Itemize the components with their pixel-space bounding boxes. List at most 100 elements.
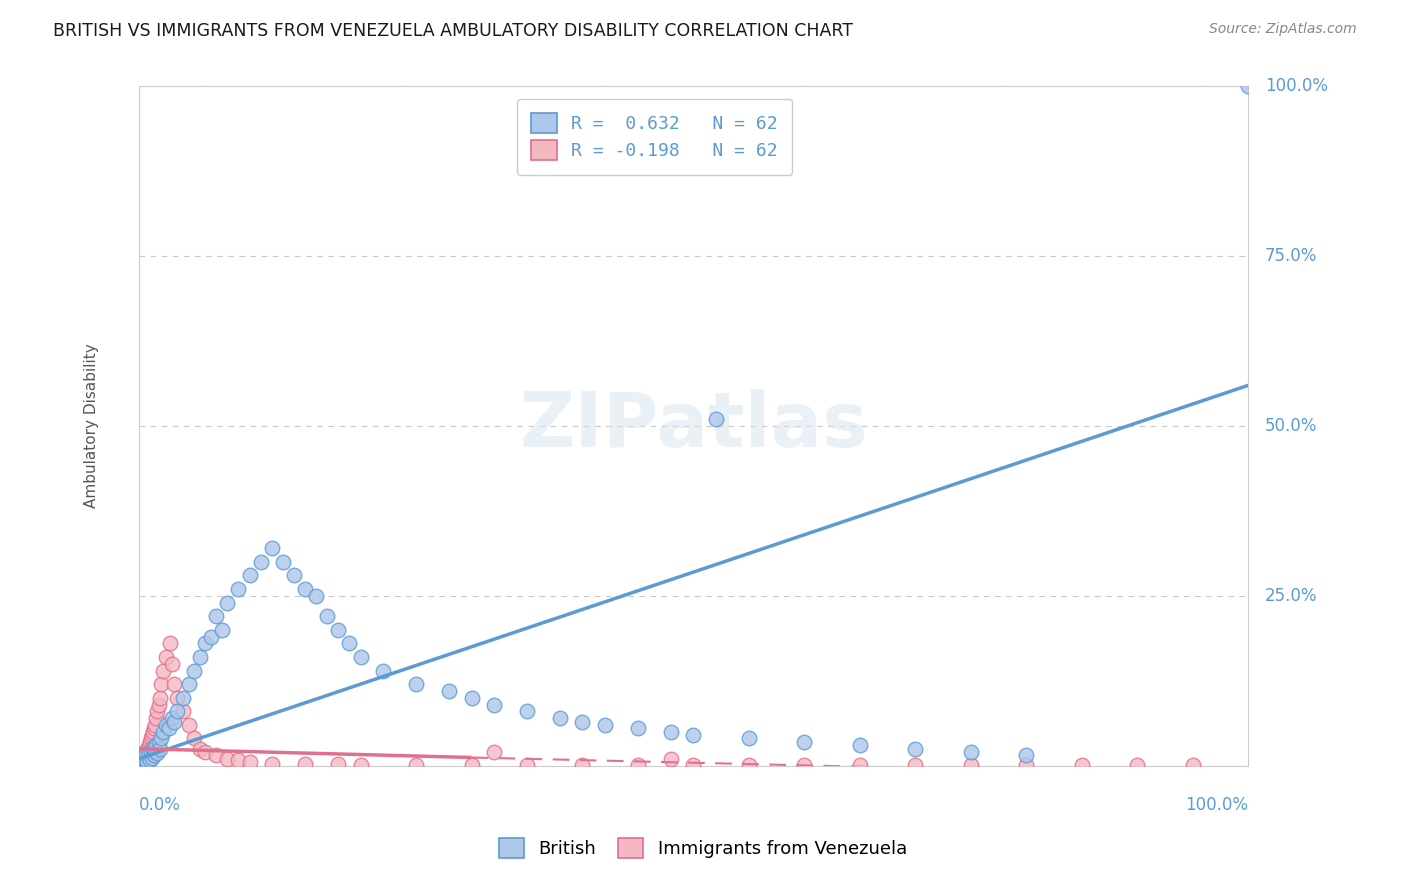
Point <box>143 744 166 758</box>
Point <box>738 731 761 746</box>
Point <box>294 582 316 596</box>
Point <box>439 684 461 698</box>
Point <box>849 758 872 772</box>
Point <box>138 747 160 761</box>
Point <box>149 731 172 746</box>
Point <box>132 748 155 763</box>
Point <box>316 609 339 624</box>
Point <box>516 758 538 772</box>
Point <box>793 735 815 749</box>
Point <box>238 756 260 770</box>
Point <box>172 690 194 705</box>
Text: 50.0%: 50.0% <box>1265 417 1317 435</box>
Point <box>194 745 217 759</box>
Point <box>405 758 427 772</box>
Point <box>682 758 704 772</box>
Point <box>160 657 183 671</box>
Point <box>132 756 155 770</box>
Point <box>482 698 505 712</box>
Point <box>134 747 156 761</box>
Point <box>228 753 250 767</box>
Point <box>194 636 217 650</box>
Point <box>738 758 761 772</box>
Point <box>339 636 361 650</box>
Point <box>960 758 983 772</box>
Point <box>1015 748 1038 763</box>
Point <box>682 728 704 742</box>
Point <box>139 731 162 746</box>
Point <box>328 623 350 637</box>
Text: Ambulatory Disability: Ambulatory Disability <box>84 343 100 508</box>
Point <box>188 741 211 756</box>
Point <box>138 739 160 753</box>
Point <box>177 677 200 691</box>
Point <box>132 752 155 766</box>
Point <box>238 568 260 582</box>
Text: BRITISH VS IMMIGRANTS FROM VENEZUELA AMBULATORY DISABILITY CORRELATION CHART: BRITISH VS IMMIGRANTS FROM VENEZUELA AMB… <box>53 22 853 40</box>
Point <box>142 741 165 756</box>
Point <box>143 718 166 732</box>
Text: 0.0%: 0.0% <box>139 797 180 814</box>
Point <box>305 589 328 603</box>
Point <box>1070 758 1092 772</box>
Point <box>205 748 228 763</box>
Point <box>138 747 160 761</box>
Point <box>793 758 815 772</box>
Point <box>129 756 152 770</box>
Point <box>136 748 159 763</box>
Point <box>260 756 283 771</box>
Point <box>163 677 186 691</box>
Point <box>160 711 183 725</box>
Point <box>155 718 177 732</box>
Point <box>1237 79 1260 94</box>
Point <box>328 757 350 772</box>
Point <box>135 745 157 759</box>
Point <box>172 704 194 718</box>
Point <box>166 690 188 705</box>
Point <box>166 704 188 718</box>
Point <box>138 745 160 759</box>
Point <box>460 758 482 772</box>
Point <box>294 757 316 772</box>
Point <box>143 748 166 763</box>
Point <box>148 735 170 749</box>
Legend: R =  0.632   N = 62, R = -0.198   N = 62: R = 0.632 N = 62, R = -0.198 N = 62 <box>517 99 792 175</box>
Point <box>138 753 160 767</box>
Point <box>460 690 482 705</box>
Point <box>132 752 155 766</box>
Point <box>960 745 983 759</box>
Point <box>143 721 166 735</box>
Point <box>571 758 593 772</box>
Point <box>131 753 153 767</box>
Point <box>349 758 371 772</box>
Point <box>177 718 200 732</box>
Point <box>200 630 222 644</box>
Point <box>146 704 169 718</box>
Point <box>205 609 228 624</box>
Point <box>283 568 305 582</box>
Point <box>593 718 616 732</box>
Point <box>141 728 163 742</box>
Point <box>139 745 162 759</box>
Legend: British, Immigrants from Venezuela: British, Immigrants from Venezuela <box>489 829 917 867</box>
Text: 100.0%: 100.0% <box>1185 797 1249 814</box>
Point <box>135 748 157 763</box>
Point <box>704 412 727 426</box>
Point <box>136 756 159 770</box>
Point <box>136 741 159 756</box>
Point <box>139 741 162 756</box>
Point <box>152 724 174 739</box>
Point <box>627 758 650 772</box>
Text: ZIPatlas: ZIPatlas <box>519 389 868 463</box>
Text: 25.0%: 25.0% <box>1265 587 1317 605</box>
Point <box>146 747 169 761</box>
Point <box>271 555 294 569</box>
Point <box>627 721 650 735</box>
Point <box>149 741 172 756</box>
Point <box>135 750 157 764</box>
Point <box>260 541 283 556</box>
Point <box>138 735 160 749</box>
Point <box>349 650 371 665</box>
Text: 75.0%: 75.0% <box>1265 247 1317 265</box>
Point <box>482 745 505 759</box>
